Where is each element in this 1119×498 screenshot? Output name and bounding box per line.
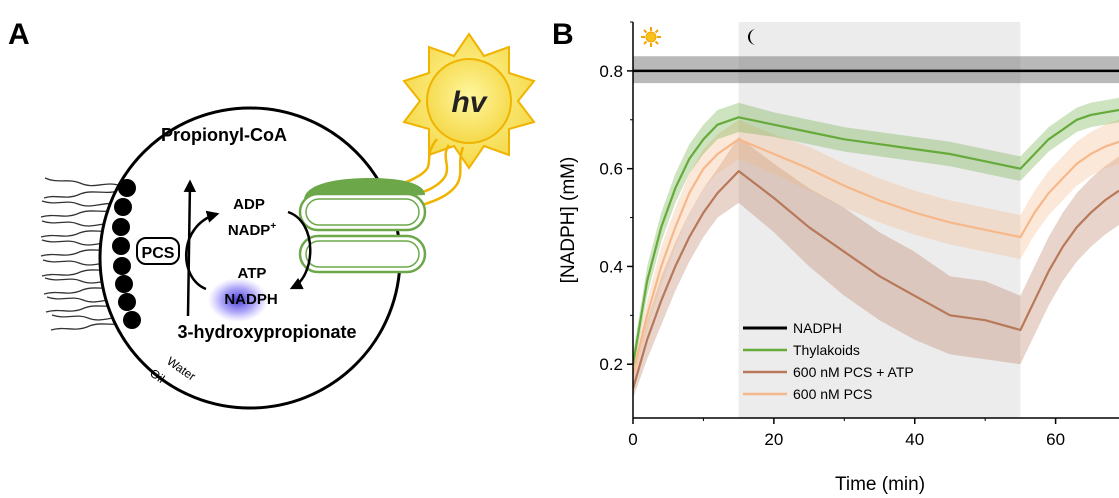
y-tick-label: 0.8 <box>599 62 623 81</box>
thylakoid <box>298 178 427 274</box>
band-600-nm-pcs <box>633 119 1119 384</box>
line-600-nm-pcs <box>633 138 1119 375</box>
pcs-box <box>136 237 180 265</box>
nadp-superscript: + <box>270 221 276 232</box>
atp-label: ATP <box>238 265 267 282</box>
nadp-label: NADP+ <box>228 221 277 239</box>
chart-sun-icon <box>641 27 661 47</box>
y-tick-label: 0.6 <box>599 160 623 179</box>
legend-label-thylakoids: Thylakoids <box>793 342 860 358</box>
panel-b: B 0 20 40 60 0.2 0.4 0.6 0.8 Time (min) [NADPH]… <box>552 18 1119 495</box>
reaction-arrows <box>183 179 312 317</box>
legend-label-nadph: NADPH <box>793 320 842 336</box>
adp-label: ADP <box>233 196 265 213</box>
x-tick-label: 0 <box>628 430 637 449</box>
band-thylakoids <box>633 97 1119 375</box>
dark-period-shading <box>738 22 1021 418</box>
pcs-label: PCS <box>142 245 175 262</box>
series-lines <box>633 69 1119 390</box>
nadp-text: NADP <box>228 222 271 239</box>
oil-label: Oil <box>147 366 167 386</box>
chart-moon-icon <box>748 29 756 45</box>
panel-a: A <box>8 18 536 410</box>
y-tick-label: 0.2 <box>599 355 623 374</box>
nadph-label: NADPH <box>224 291 277 308</box>
line-thylakoids <box>633 108 1119 365</box>
sun-icon: hv <box>402 32 536 170</box>
lipid-heads <box>112 179 141 329</box>
propionyl-coa-label: Propionyl-CoA <box>161 125 287 145</box>
x-tick-label: 40 <box>905 430 924 449</box>
legend: NADPH Thylakoids 600 nM PCS + ATP 600 nM PC… <box>743 320 914 402</box>
x-tick-label: 20 <box>764 430 783 449</box>
y-axis-label: [NADPH] (mM) <box>558 157 579 284</box>
panel-b-label: B <box>552 18 574 51</box>
hydroxypropionate-label: 3-hydroxypropionate <box>177 322 356 342</box>
hv-label: hv <box>451 86 488 119</box>
band-600-nm-pcs-atp <box>633 136 1119 399</box>
legend-label-600-nm-pcs-atp: 600 nM PCS + ATP <box>793 364 914 380</box>
x-axis-label: Time (min) <box>835 474 925 495</box>
nadph-glow <box>208 278 268 322</box>
y-tick-label: 0.4 <box>599 257 623 276</box>
line-600-nm-pcs-atp <box>633 170 1119 390</box>
axes: 0 20 40 60 0.2 0.4 0.6 0.8 <box>599 21 1119 449</box>
panel-a-label: A <box>8 18 30 51</box>
x-tick-label: 60 <box>1046 430 1065 449</box>
legend-label-600-nm-pcs: 600 nM PCS <box>793 386 872 402</box>
